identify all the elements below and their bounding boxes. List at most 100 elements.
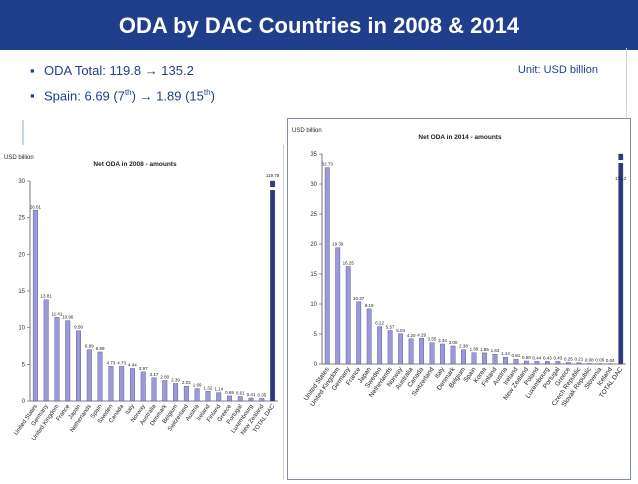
c2014-y-tick-label: 5 bbox=[314, 332, 318, 338]
c2008-bar-germany bbox=[44, 300, 49, 401]
c2008-value-label: 2.39 bbox=[171, 377, 180, 382]
c2014-bar-korea bbox=[482, 353, 486, 364]
summary-bullets: ▪ODA Total: 119.8 → 135.2 ▪Spain: 6.69 (… bbox=[30, 60, 215, 104]
c2008-y-tick-label: 30 bbox=[18, 179, 25, 185]
c2008-bar-australia bbox=[152, 378, 157, 401]
c2014-value-label: 0.44 bbox=[533, 355, 542, 360]
c2014-value-label: 0.50 bbox=[522, 355, 531, 360]
c2008-bar-spain bbox=[98, 352, 103, 401]
chart-2008-panel: Net ODA in 2008 - amounts USD billion 0 5 10… bbox=[0, 145, 284, 479]
c2014-bar-italy bbox=[440, 344, 444, 364]
c2008-value-label: 10.96 bbox=[62, 315, 74, 320]
c2014-y-tick-label: 25 bbox=[310, 212, 317, 218]
c2014-bar-germany bbox=[346, 267, 350, 365]
page-title: ODA by DAC Countries in 2008 & 2014 bbox=[0, 13, 638, 39]
spain-text-suffix: ) bbox=[211, 88, 215, 103]
c2008-value-label: 0.41 bbox=[247, 392, 256, 397]
c2008-value-label: 2.80 bbox=[160, 374, 169, 379]
c2008-bar-luxembourg bbox=[249, 398, 254, 401]
c2014-value-label: 1.14 bbox=[501, 351, 510, 356]
c2014-y-tick-label: 30 bbox=[310, 182, 317, 188]
c2014-bar-ireland bbox=[514, 359, 518, 364]
c2014-bar-japan bbox=[367, 309, 371, 364]
bullet-spain: ▪Spain: 6.69 (7th) → 1.89 (15th) bbox=[30, 82, 215, 104]
c2008-bar-japan bbox=[76, 331, 81, 401]
c2008-value-label: 3.97 bbox=[139, 366, 148, 371]
c2014-bar-switzerland bbox=[430, 343, 434, 364]
c2008-bar-united-states bbox=[33, 210, 38, 401]
c2008-y-tick-label: 15 bbox=[18, 289, 25, 295]
c2008-y-tick-label: 20 bbox=[18, 252, 25, 258]
c2008-bar-united-kingdom bbox=[55, 317, 60, 401]
c2008-bar-belgium bbox=[173, 383, 178, 401]
c2014-bar-poland bbox=[535, 361, 539, 364]
c2014-bar-australia bbox=[409, 339, 413, 364]
c2014-value-label: 1.63 bbox=[491, 348, 500, 353]
c2014-value-label: 1.85 bbox=[480, 347, 489, 352]
c2008-axis-break-mark bbox=[269, 187, 276, 190]
c2008-bar-denmark bbox=[163, 380, 168, 401]
oda-total-text: ODA Total: 119.8 → 135.2 bbox=[44, 63, 194, 78]
c2014-value-label: 4.20 bbox=[407, 333, 416, 338]
c2008-y-tick-label: 5 bbox=[22, 362, 26, 368]
spain-rank-sup-1: th bbox=[125, 88, 132, 97]
c2008-value-label: 6.69 bbox=[96, 346, 105, 351]
c2014-value-label: 19.39 bbox=[332, 242, 344, 247]
c2008-bar-italy bbox=[130, 368, 135, 401]
c2008-bar-finland bbox=[216, 393, 221, 401]
c2008-value-label: 4.44 bbox=[128, 362, 137, 367]
c2014-bar-denmark bbox=[451, 346, 455, 364]
c2014-bar-norway bbox=[398, 334, 402, 364]
c2008-value-label: 26.01 bbox=[30, 204, 42, 209]
c2008-value-label: 0.61 bbox=[236, 391, 245, 396]
c2014-bar-austria bbox=[503, 357, 507, 364]
c2008-bar-switzerland bbox=[184, 386, 189, 401]
c2014-value-label: 0.81 bbox=[512, 353, 521, 358]
c2014-value-label: 10.37 bbox=[353, 296, 365, 301]
c2008-y-tick-label: 10 bbox=[18, 326, 25, 332]
c2008-bar-sweden bbox=[109, 366, 114, 401]
c2008-value-label: 3.17 bbox=[150, 372, 159, 377]
bullet-oda-total: ▪ODA Total: 119.8 → 135.2 bbox=[30, 60, 215, 82]
c2008-value-label: 1.32 bbox=[204, 385, 213, 390]
c2014-value-label: 0.25 bbox=[564, 357, 573, 362]
c2014-value-label: 0.04 bbox=[606, 358, 615, 363]
c2008-bar-canada bbox=[119, 366, 124, 401]
c2014-value-label: 3.00 bbox=[449, 340, 458, 345]
c2008-value-label: 4.73 bbox=[117, 360, 126, 365]
c2014-value-label: 0.21 bbox=[574, 357, 583, 362]
c2014-value-label: 0.06 bbox=[595, 358, 604, 363]
c2008-value-label: 4.73 bbox=[106, 360, 115, 365]
chart-2008: Net ODA in 2008 - amounts USD billion 0 5 10… bbox=[0, 145, 283, 479]
c2014-value-label: 3.34 bbox=[438, 338, 447, 343]
c2014-value-label: 0.08 bbox=[585, 358, 594, 363]
c2008-y-axis-label: USD billion bbox=[4, 155, 34, 161]
c2014-y-tick-label: 15 bbox=[310, 272, 317, 278]
bullet-icon: ▪ bbox=[30, 60, 44, 82]
c2008-value-label: 1.69 bbox=[193, 383, 202, 388]
c2014-value-label: 135.2 bbox=[615, 176, 627, 181]
c2008-value-label: 2.02 bbox=[182, 380, 191, 385]
c2008-bar-netherlands bbox=[87, 350, 92, 401]
spain-rank-sup-2: th bbox=[204, 88, 211, 97]
c2008-y-tick-label: 0 bbox=[22, 399, 26, 405]
c2014-bar-finland bbox=[493, 354, 497, 364]
c2008-y-tick-label: 25 bbox=[18, 216, 25, 222]
c2014-bar-canada bbox=[419, 338, 423, 364]
c2014-bar-sweden bbox=[377, 327, 381, 364]
c2014-bar-portugal bbox=[556, 361, 560, 364]
c2014-chart-title: Net ODA in 2014 - amounts bbox=[418, 134, 502, 141]
c2008-value-label: 13.81 bbox=[41, 294, 53, 299]
c2014-bar-belgium bbox=[461, 350, 465, 364]
c2008-bar-ireland bbox=[206, 391, 211, 401]
c2014-y-tick-label: 35 bbox=[310, 152, 317, 158]
c2008-bar-france bbox=[65, 321, 70, 401]
c2008-bar-austria bbox=[195, 389, 200, 401]
c2014-bar-czech-republic bbox=[577, 363, 581, 364]
spain-text-prefix: Spain: 6.69 (7 bbox=[44, 88, 125, 103]
c2008-bar-portugal bbox=[238, 397, 243, 401]
c2014-value-label: 9.19 bbox=[365, 303, 374, 308]
c2008-chart-title: Net ODA in 2008 - amounts bbox=[93, 161, 177, 168]
c2008-value-label: 9.58 bbox=[74, 325, 83, 330]
c2014-y-axis-label: USD billion bbox=[292, 128, 322, 134]
